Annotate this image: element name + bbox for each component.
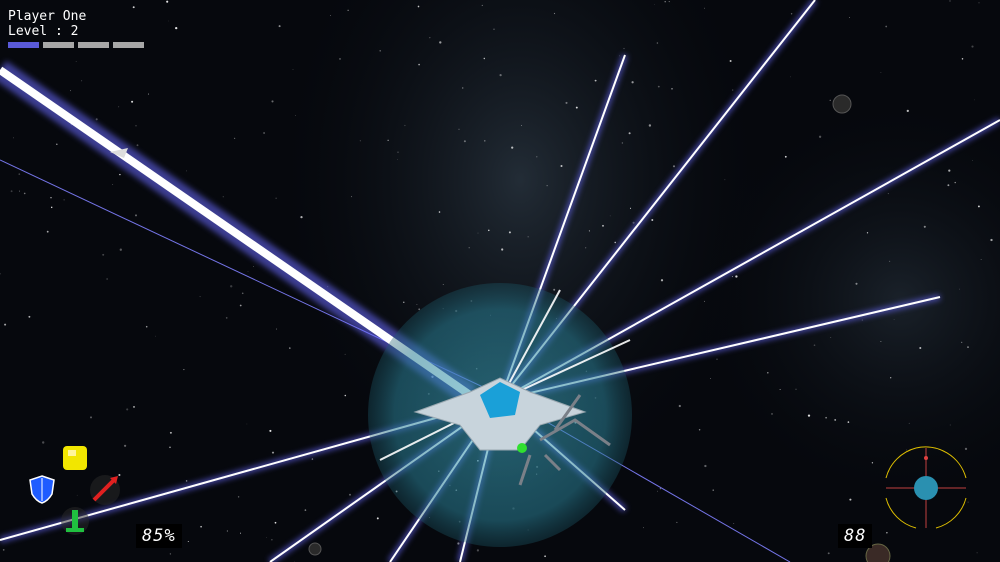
level-progress-segment bbox=[8, 42, 39, 48]
ammo-counter: 88 bbox=[838, 524, 873, 548]
shield-percent-readout: 85% bbox=[136, 524, 182, 548]
player-ship bbox=[413, 377, 587, 453]
enemy-drone bbox=[518, 394, 611, 486]
blue-shield-icon bbox=[29, 475, 55, 504]
radar bbox=[885, 446, 967, 529]
level-progress-segment bbox=[78, 42, 109, 48]
asteroid bbox=[308, 542, 322, 556]
asteroid bbox=[865, 543, 891, 562]
red-missile-icon bbox=[90, 475, 120, 505]
player-name: Player One bbox=[8, 9, 87, 24]
level-progress-segment bbox=[113, 42, 144, 48]
level-progress-bar bbox=[8, 42, 144, 48]
asteroid bbox=[832, 94, 852, 114]
green-repair-icon bbox=[61, 507, 89, 535]
nebula-cloud-right bbox=[700, 100, 1000, 500]
enemy-fighter bbox=[110, 148, 128, 158]
level-label: Level : 2 bbox=[8, 24, 79, 39]
ship-canopy bbox=[480, 382, 520, 418]
yellow-cube-icon bbox=[63, 446, 87, 470]
ship-engine-light bbox=[517, 443, 527, 453]
level-progress-segment bbox=[43, 42, 74, 48]
